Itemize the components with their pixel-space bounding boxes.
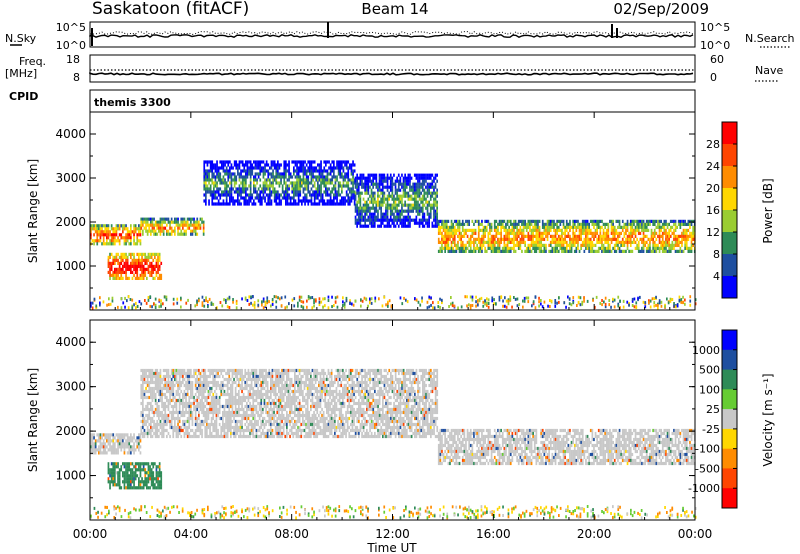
colorbar-segment (722, 448, 737, 469)
colorbar-segment (722, 232, 737, 255)
x-axis-label: Time UT (366, 541, 417, 554)
colorbar-segment (722, 188, 737, 211)
x-axis: 00:00 04:00 08:00 12:00 16:00 20:00 00:00 (73, 112, 713, 541)
nave-label: Nave (755, 64, 783, 77)
nsky-panel (89, 21, 696, 48)
y-tick-label: 4000 (55, 127, 86, 141)
nsearch-tick-bottom: 10^0 (700, 39, 730, 52)
nsearch-tick-top: 10^5 (700, 21, 730, 34)
colorbar-tick-label: -25 (702, 423, 720, 436)
cpid-panel (89, 89, 696, 113)
y-tick-label: 4000 (55, 335, 86, 349)
colorbar-tick-label: -1000 (688, 482, 720, 495)
nave-tick-bottom: 0 (710, 71, 717, 84)
nsky-tick-top: 10^5 (56, 21, 86, 34)
colorbar-tick-label: 24 (706, 160, 720, 173)
colorbar-tick-label: 25 (706, 403, 720, 416)
x-tick-label: 16:00 (476, 527, 511, 541)
x-tick-label: 08:00 (274, 527, 309, 541)
colorbar-segment (722, 144, 737, 167)
nsky-label: N.Sky (5, 32, 37, 45)
colorbar-tick-label: 8 (713, 248, 720, 261)
nave-tick-top: 60 (710, 53, 724, 66)
y-tick-label: 2000 (55, 424, 86, 438)
colorbar-tick-label: 12 (706, 226, 720, 239)
colorbar-tick-label: -100 (695, 443, 720, 456)
date-title: 02/Sep/2009 (613, 0, 709, 18)
cpid-label: CPID (9, 90, 38, 103)
colorbar-segment (722, 349, 737, 371)
y-tick-label: 3000 (55, 380, 86, 394)
colorbar-tick-label: 4 (713, 270, 720, 283)
colorbar-tick-label: 100 (699, 383, 720, 396)
station-title: Saskatoon (fitACF) (92, 0, 249, 19)
x-tick-label: 00:00 (678, 527, 713, 541)
velocity-ylabel: Slant Range [km] (26, 368, 40, 472)
y-tick-label: 2000 (55, 215, 86, 229)
x-tick-label: 20:00 (577, 527, 612, 541)
beam-title: Beam 14 (361, 0, 428, 18)
freq-tick-bottom: 8 (73, 71, 80, 84)
freq-tick-top: 18 (66, 53, 80, 66)
colorbar-segment (722, 409, 737, 430)
colorbar-segment (722, 389, 737, 410)
freq-unit: [MHz] (5, 67, 37, 80)
velocity-heatmap (90, 368, 697, 520)
x-tick-label: 00:00 (73, 527, 108, 541)
colorbar-tick-label: 500 (699, 364, 720, 377)
colorbar-segment (722, 369, 737, 390)
colorbar-segment (722, 488, 737, 509)
colorbar-segment (722, 210, 737, 233)
power-y-axis: 1000 2000 3000 4000 (55, 127, 695, 289)
colorbar-tick-label: 20 (706, 182, 720, 195)
power-colorbar: 28 24 20 16 12 8 4 (706, 121, 738, 299)
colorbar-tick-label: 16 (706, 204, 720, 217)
power-heatmap (90, 160, 697, 310)
colorbar-segment (722, 468, 737, 489)
power-colorbar-label: Power [dB] (761, 178, 775, 243)
nsearch-label: N.Search (745, 32, 795, 45)
velocity-colorbar: 1000 500 100 25 -25 -100 -500 -1000 (688, 329, 738, 509)
velocity-colorbar-label: Velocity [m s⁻¹] (761, 373, 775, 466)
colorbar-segment (722, 428, 737, 450)
nsearch-trace (89, 30, 694, 36)
power-ylabel: Slant Range [km] (26, 159, 40, 263)
cpid-value: themis 3300 (94, 96, 171, 109)
colorbar-tick-label: 28 (706, 138, 720, 151)
colorbar-segment (722, 276, 737, 299)
colorbar-tick-label: 1000 (692, 344, 720, 357)
freq-panel (89, 54, 696, 83)
velocity-y-axis: 1000 2000 3000 4000 (55, 335, 695, 499)
x-tick-label: 12:00 (375, 527, 410, 541)
colorbar-segment (722, 330, 737, 351)
nsky-trace (89, 34, 694, 38)
colorbar-segment (722, 122, 737, 145)
colorbar-segment (722, 166, 737, 189)
x-tick-label: 04:00 (174, 527, 209, 541)
freq-trace (89, 72, 694, 76)
nsky-tick-bottom: 10^0 (56, 39, 86, 52)
colorbar-segment (722, 254, 737, 277)
y-tick-label: 1000 (55, 469, 86, 483)
freq-label: Freq. (19, 55, 46, 68)
y-tick-label: 1000 (55, 259, 86, 273)
colorbar-tick-label: -500 (695, 462, 720, 475)
y-tick-label: 3000 (55, 171, 86, 185)
